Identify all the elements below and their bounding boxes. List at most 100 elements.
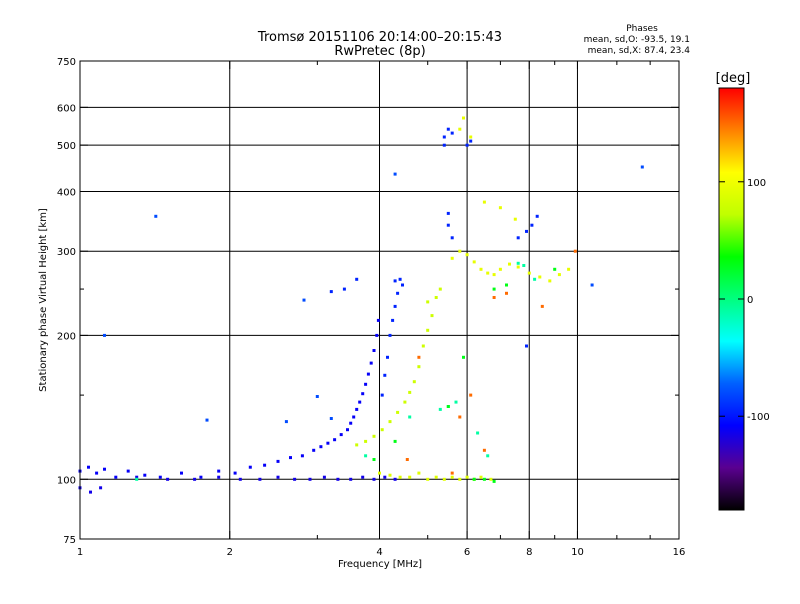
- data-point: [525, 344, 528, 348]
- data-point: [284, 420, 288, 424]
- y-tick-label: 200: [57, 331, 76, 342]
- data-point: [450, 236, 454, 240]
- data-point: [516, 236, 520, 240]
- colorbar-ticks: 100 0 -100: [719, 178, 770, 423]
- data-point: [442, 135, 446, 139]
- data-point: [446, 223, 450, 227]
- phase-info-title: Phases: [626, 24, 658, 34]
- data-point: [492, 296, 496, 299]
- data-point: [640, 165, 644, 169]
- data-point: [482, 477, 486, 481]
- data-point: [393, 172, 397, 176]
- grid-lines: [80, 61, 679, 539]
- data-point: [426, 477, 430, 481]
- x-tick-label: 8: [526, 547, 532, 558]
- data-point: [458, 415, 462, 419]
- data-point: [408, 415, 412, 419]
- data-point: [315, 395, 319, 398]
- data-point: [372, 458, 376, 461]
- data-point: [533, 277, 537, 281]
- x-axis-ticks: 1 2 4 6 8 10 16: [77, 61, 685, 558]
- data-point: [417, 471, 421, 475]
- colorbar-unit-label: [deg]: [716, 71, 751, 86]
- data-point: [498, 267, 502, 271]
- data-point: [450, 131, 454, 135]
- data-point: [126, 469, 130, 473]
- data-point: [238, 477, 242, 481]
- data-point: [548, 279, 552, 283]
- data-point: [258, 477, 262, 481]
- data-point: [388, 420, 392, 424]
- data-point: [450, 256, 454, 260]
- data-point: [193, 477, 197, 481]
- data-point: [99, 486, 103, 490]
- data-point: [434, 475, 438, 479]
- data-point: [166, 477, 170, 481]
- data-point: [479, 475, 483, 479]
- data-point: [465, 143, 469, 147]
- data-point: [342, 287, 346, 291]
- data-points: [78, 116, 644, 494]
- data-point: [103, 333, 106, 337]
- data-point: [364, 439, 368, 443]
- y-tick-label: 300: [57, 247, 76, 258]
- data-point: [538, 275, 542, 279]
- data-point: [372, 434, 376, 438]
- data-point: [430, 314, 434, 318]
- data-point: [158, 475, 162, 479]
- data-point: [426, 300, 430, 304]
- data-point: [364, 382, 368, 386]
- y-axis-label: Stationary phase Virtual Height [km]: [38, 208, 49, 392]
- phase-info-o: mean, sd,O: -93.5, 19.1: [584, 35, 690, 45]
- data-point: [355, 407, 359, 411]
- data-point: [486, 454, 490, 458]
- data-point: [263, 463, 267, 467]
- data-point: [417, 365, 421, 369]
- data-point: [469, 135, 473, 139]
- data-point: [308, 477, 312, 481]
- data-point: [482, 200, 486, 204]
- data-point: [446, 211, 450, 215]
- data-point: [472, 477, 476, 481]
- data-point: [276, 475, 280, 479]
- data-point: [143, 473, 147, 477]
- data-point: [492, 273, 496, 277]
- x-tick-label: 6: [464, 547, 470, 558]
- y-tick-label: 600: [57, 103, 76, 114]
- y-tick-label: 100: [57, 475, 76, 486]
- data-point: [405, 458, 409, 461]
- data-point: [375, 333, 379, 337]
- y-tick-label: 75: [63, 535, 76, 546]
- data-point: [372, 349, 376, 352]
- data-point: [516, 265, 520, 269]
- data-point: [479, 267, 483, 271]
- data-point: [454, 400, 458, 404]
- data-point: [417, 355, 421, 359]
- data-point: [393, 279, 397, 283]
- data-point: [386, 355, 389, 359]
- data-point: [530, 223, 534, 227]
- colorbar-tick-label: 0: [747, 295, 753, 306]
- data-point: [289, 456, 292, 460]
- data-point: [421, 344, 425, 348]
- data-point: [380, 393, 384, 397]
- data-point: [458, 249, 462, 253]
- data-point: [408, 390, 412, 394]
- data-point: [527, 271, 531, 275]
- data-point: [369, 361, 373, 365]
- data-point: [553, 267, 557, 271]
- data-point: [446, 405, 450, 408]
- data-point: [364, 454, 368, 458]
- data-point: [319, 445, 323, 449]
- data-point: [95, 471, 99, 475]
- data-point: [567, 267, 571, 271]
- y-tick-label: 400: [57, 187, 76, 198]
- data-point: [469, 139, 473, 143]
- data-point: [508, 262, 511, 266]
- data-point: [525, 229, 528, 233]
- data-point: [505, 283, 508, 287]
- data-point: [205, 418, 209, 422]
- chart-subtitle: RwPretec (8p): [334, 44, 425, 59]
